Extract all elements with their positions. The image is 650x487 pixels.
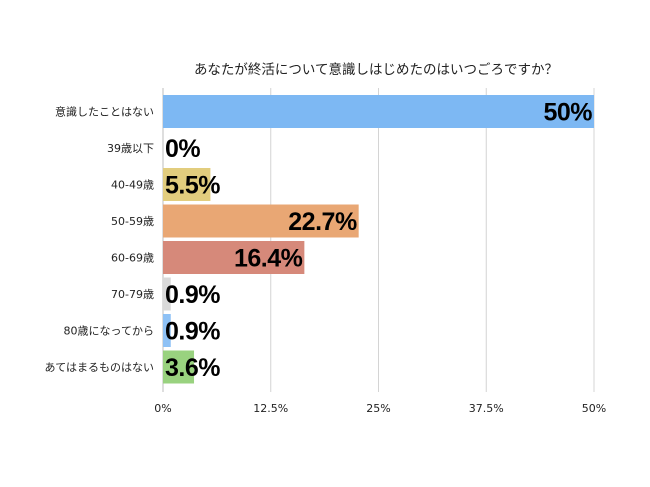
bar-7: [163, 350, 195, 384]
x-tick-label-0: 0%: [154, 402, 171, 415]
bar-4: [163, 241, 305, 274]
category-label-3: 50-59歳: [111, 215, 154, 228]
value-label-6: 0.9%: [165, 318, 220, 346]
bar-6: [163, 314, 171, 347]
bar-2: [163, 168, 211, 201]
x-axis-ticks: 0% 12.5% 25% 37.5% 50%: [154, 402, 606, 415]
x-tick-label-2: 25%: [366, 402, 390, 415]
bar-5: [163, 277, 171, 311]
value-label-1: 0%: [165, 135, 200, 163]
category-label-7: あてはまるものはない: [44, 361, 154, 374]
x-tick-label-1: 12.5%: [253, 402, 288, 415]
category-label-4: 60-69歳: [111, 252, 154, 265]
bar-3: [163, 204, 359, 238]
value-labels: 50% 0% 5.5% 22.7% 16.4% 0.9% 0.9% 3.6%: [165, 99, 593, 383]
category-labels: 意識したことはない 39歳以下 40-49歳 50-59歳 60-69歳 70-79歳 80…: [44, 105, 154, 375]
value-label-5: 0.9%: [165, 281, 220, 309]
value-label-2: 5.5%: [165, 172, 220, 200]
grid: [162, 88, 595, 392]
x-tick-label-3: 37.5%: [469, 402, 504, 415]
value-label-7: 3.6%: [165, 354, 220, 382]
value-label-0: 50%: [543, 99, 592, 127]
bar-0: [163, 95, 594, 128]
category-label-5: 70-79歳: [111, 288, 154, 301]
category-label-0: 意識したことはない: [55, 105, 154, 119]
category-label-1: 39歳以下: [107, 142, 154, 155]
bars: [163, 95, 594, 384]
chart-title: あなたが終活について意識しはじめたのはいつごろですか？: [194, 61, 558, 78]
value-label-4: 16.4%: [234, 245, 303, 273]
category-label-2: 40-49歳: [111, 179, 154, 192]
x-tick-label-4: 50%: [582, 402, 606, 415]
value-label-3: 22.7%: [288, 208, 357, 236]
category-label-6: 80歳になってから: [64, 325, 154, 338]
